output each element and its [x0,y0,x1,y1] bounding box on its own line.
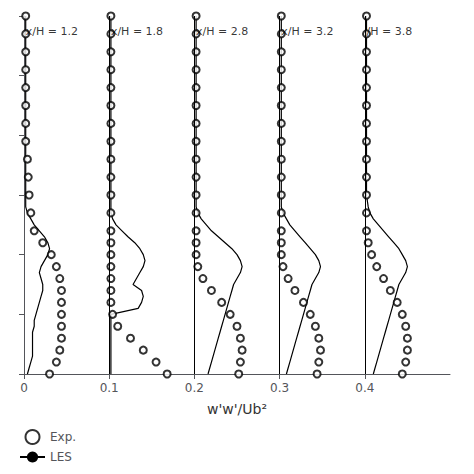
svg-text:0: 0 [20,381,28,395]
svg-text:/H = 3.8: /H = 3.8 [367,25,413,38]
svg-text:x/H = 1.8: x/H = 1.8 [111,25,163,38]
svg-text:0.1: 0.1 [100,381,119,395]
svg-text:LES: LES [50,450,72,464]
svg-text:0.4: 0.4 [355,381,374,395]
svg-text:0.3: 0.3 [270,381,289,395]
svg-text:0.2: 0.2 [185,381,204,395]
svg-text:Exp.: Exp. [50,430,76,444]
svg-text:x/H = 3.2: x/H = 3.2 [281,25,333,38]
svg-text:x/H = 2.8: x/H = 2.8 [196,25,248,38]
svg-text:x/H = 1.2: x/H = 1.2 [26,25,78,38]
svg-text:w'w'/Ub²: w'w'/Ub² [207,401,267,417]
